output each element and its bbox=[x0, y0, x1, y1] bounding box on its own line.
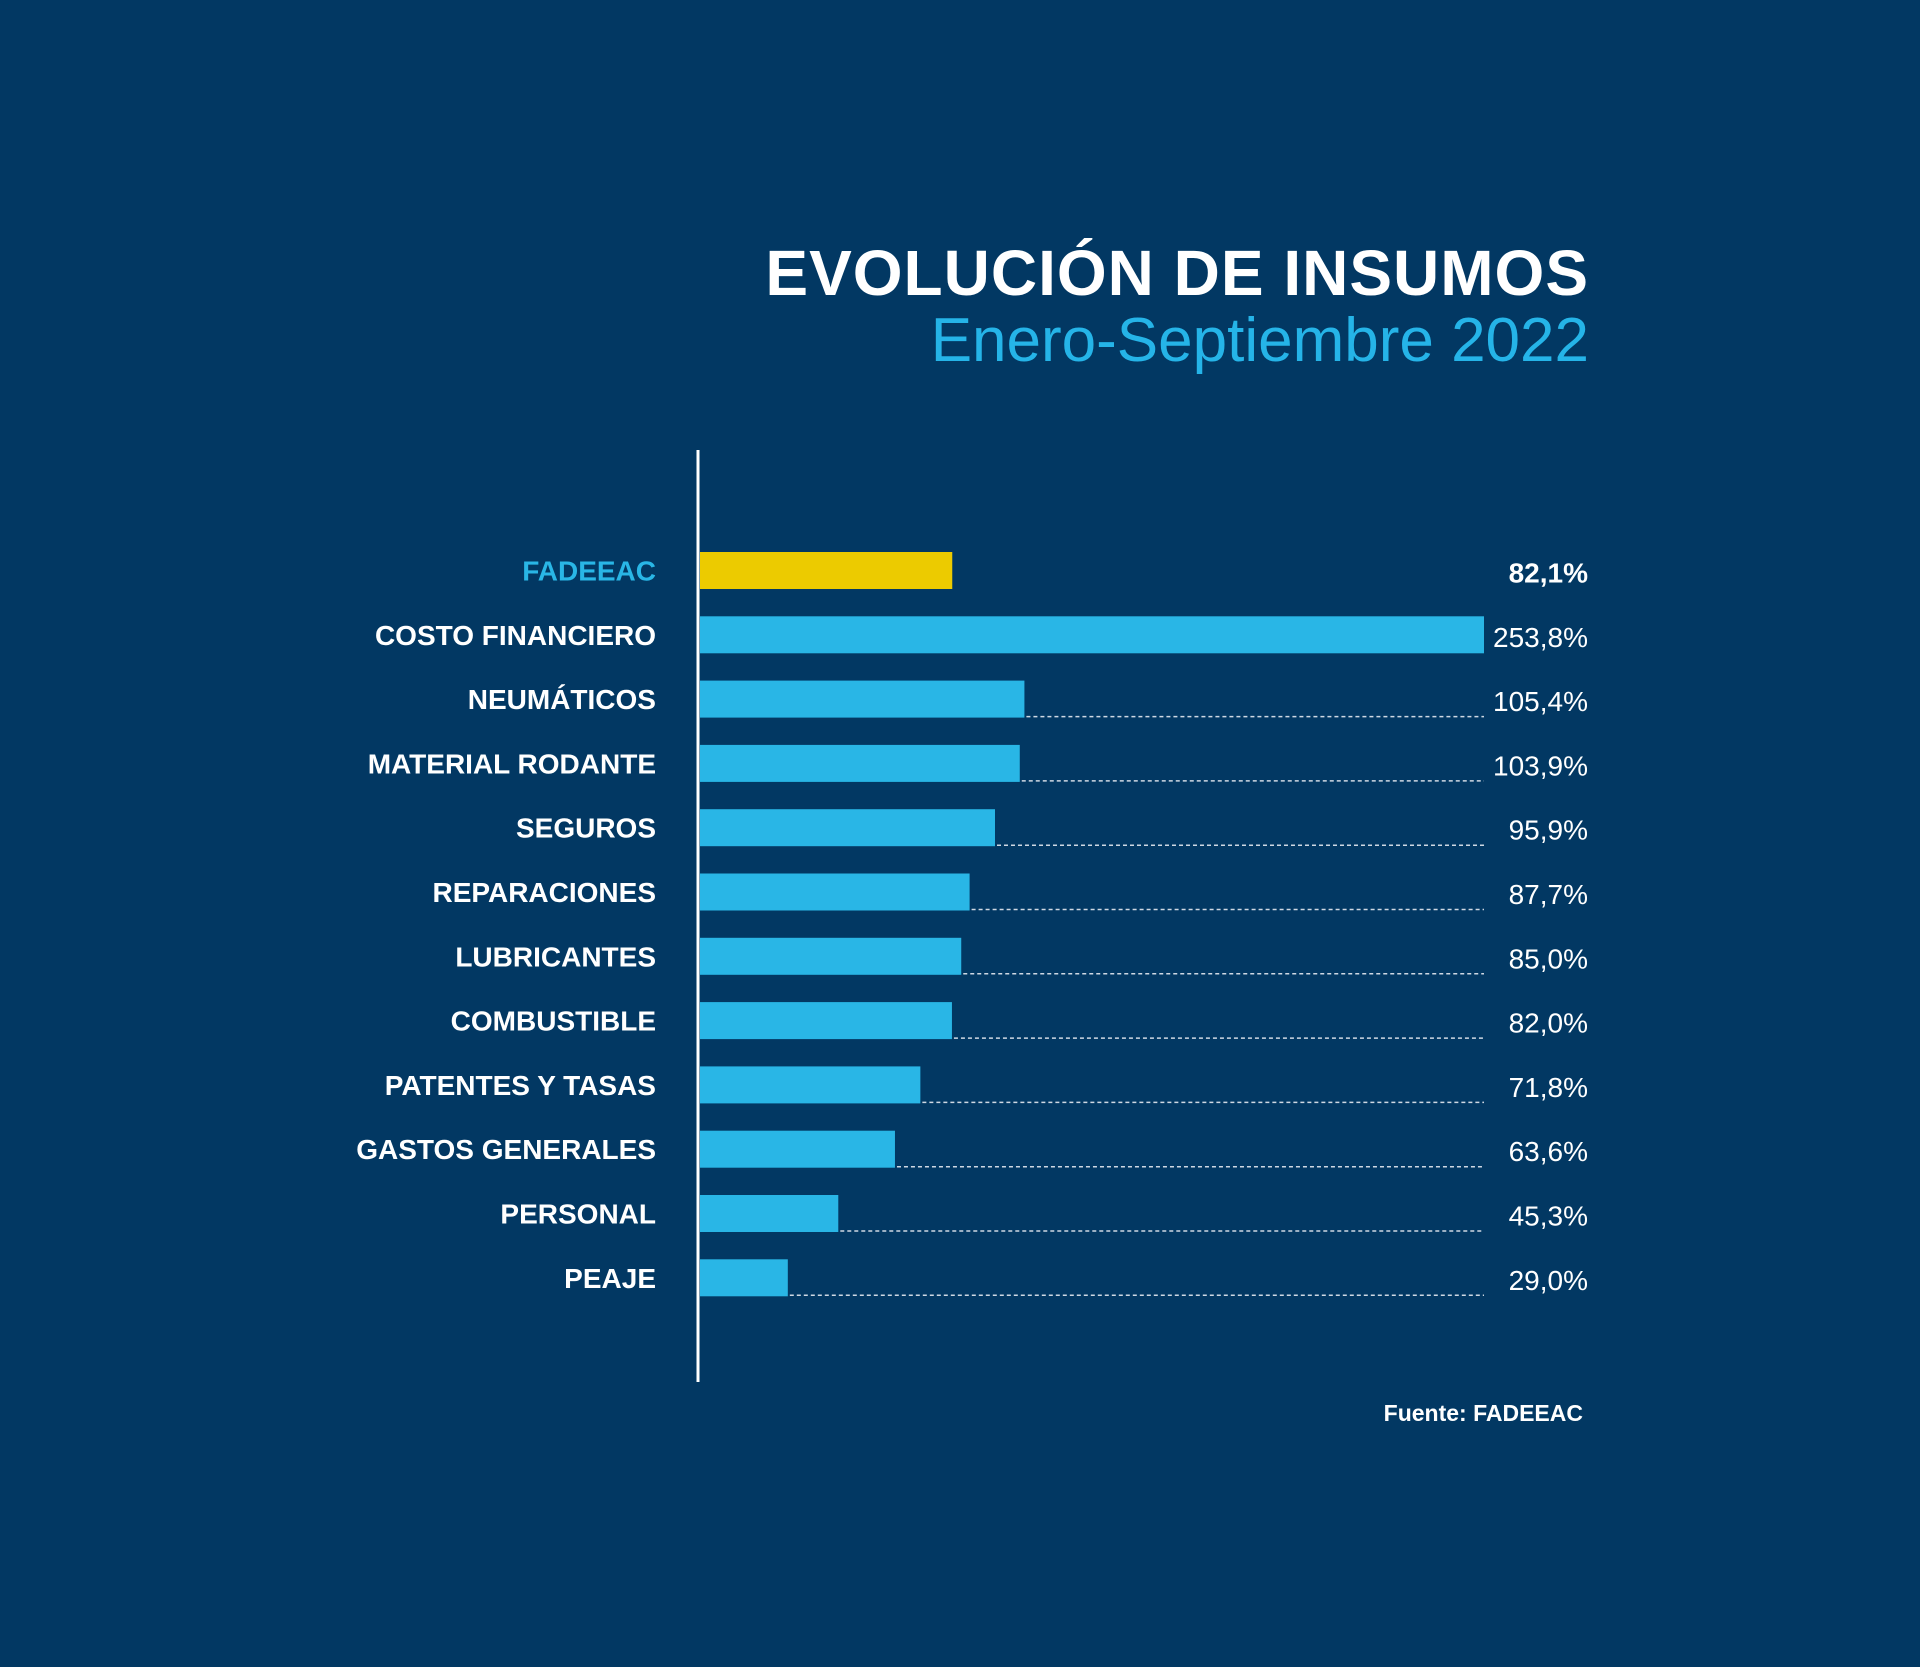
value-label: 103,9% bbox=[1493, 750, 1588, 781]
value-label: 29,0% bbox=[1509, 1265, 1588, 1296]
category-label: PATENTES Y TASAS bbox=[385, 1070, 656, 1101]
value-label: 82,0% bbox=[1509, 1008, 1588, 1039]
value-label: 87,7% bbox=[1509, 879, 1588, 910]
bar bbox=[700, 1130, 895, 1168]
bar bbox=[700, 1002, 952, 1040]
bar bbox=[700, 680, 1025, 718]
value-label: 95,9% bbox=[1509, 815, 1588, 846]
category-label: SEGUROS bbox=[516, 813, 656, 844]
value-label: 105,4% bbox=[1493, 686, 1588, 717]
value-label: 82,1% bbox=[1509, 558, 1588, 589]
category-label: REPARACIONES bbox=[432, 877, 656, 908]
bar bbox=[700, 744, 1020, 782]
bar bbox=[700, 1195, 839, 1232]
category-label: MATERIAL RODANTE bbox=[368, 748, 656, 779]
value-label: 85,0% bbox=[1509, 943, 1588, 974]
chart-title: EVOLUCIÓN DE INSUMOS bbox=[765, 237, 1589, 309]
category-label: NEUMÁTICOS bbox=[468, 684, 656, 715]
category-label: LUBRICANTES bbox=[455, 941, 656, 972]
bar bbox=[700, 873, 970, 911]
value-label: 253,8% bbox=[1493, 622, 1588, 653]
source-note: Fuente: FADEEAC bbox=[1383, 1400, 1583, 1426]
bar bbox=[700, 937, 962, 975]
bar bbox=[700, 809, 995, 847]
category-label: PEAJE bbox=[564, 1263, 656, 1294]
value-label: 71,8% bbox=[1509, 1072, 1588, 1103]
bar bbox=[700, 616, 1484, 654]
category-label: COSTO FINANCIERO bbox=[375, 620, 656, 651]
bar bbox=[700, 1066, 921, 1104]
bar bbox=[700, 1259, 788, 1297]
chart-subtitle: Enero-Septiembre 2022 bbox=[930, 306, 1589, 375]
category-label: GASTOS GENERALES bbox=[356, 1134, 656, 1165]
bar bbox=[700, 552, 953, 589]
category-label: FADEEAC bbox=[522, 556, 656, 587]
value-label: 63,6% bbox=[1509, 1136, 1588, 1167]
value-label: 45,3% bbox=[1509, 1201, 1588, 1232]
category-label: PERSONAL bbox=[500, 1199, 656, 1230]
category-label: COMBUSTIBLE bbox=[451, 1006, 656, 1037]
